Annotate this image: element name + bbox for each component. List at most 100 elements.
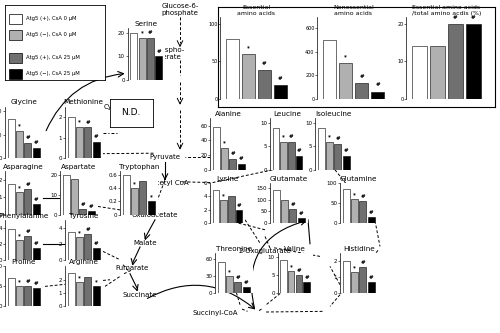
Text: *: * [282, 134, 285, 139]
Text: 2-Oxoglutarate: 2-Oxoglutarate [238, 248, 292, 254]
Bar [230, 159, 236, 170]
Bar [355, 83, 368, 99]
Text: *: * [290, 264, 292, 269]
Bar [80, 209, 86, 215]
Title: Glutamate: Glutamate [270, 176, 308, 182]
Text: *: * [222, 193, 225, 198]
Bar [351, 272, 358, 293]
Bar [71, 179, 78, 215]
Bar [322, 40, 336, 99]
Text: #: # [453, 15, 458, 20]
Bar [343, 189, 349, 223]
Text: *: * [247, 45, 250, 50]
Title: Arginine: Arginine [69, 259, 99, 265]
Bar [298, 218, 304, 223]
Text: *: * [78, 275, 81, 280]
Bar [68, 273, 74, 306]
Bar [339, 64, 352, 99]
Text: #: # [369, 275, 374, 280]
Bar [88, 211, 94, 215]
Text: #: # [80, 202, 85, 207]
Bar [123, 175, 130, 215]
Text: Malate: Malate [133, 240, 157, 246]
Text: *: * [150, 194, 152, 199]
Title: Glycine: Glycine [10, 100, 37, 106]
Bar [148, 201, 154, 215]
Text: #: # [344, 148, 348, 153]
Text: Pyruvate: Pyruvate [150, 154, 180, 160]
Text: #: # [230, 151, 235, 156]
Title: Alanine: Alanine [216, 111, 242, 117]
Title: Valine: Valine [284, 246, 306, 252]
Bar [318, 128, 324, 170]
Text: #: # [289, 134, 294, 139]
Text: *: * [223, 140, 226, 145]
Text: Oxaloacetate: Oxaloacetate [132, 212, 178, 218]
Text: #: # [297, 148, 302, 153]
Text: #: # [94, 134, 98, 139]
Bar [33, 148, 40, 158]
Text: #: # [359, 74, 364, 79]
Text: *: * [18, 124, 21, 129]
Title: Phenylalanine: Phenylalanine [0, 213, 49, 219]
Bar [281, 199, 288, 223]
Bar [412, 46, 427, 99]
Text: #: # [86, 227, 90, 232]
Text: #: # [89, 204, 94, 209]
Bar [9, 30, 22, 40]
Bar [33, 288, 40, 306]
Text: #: # [296, 268, 301, 273]
Text: N.D.: N.D. [122, 108, 141, 118]
Text: #: # [94, 241, 98, 246]
Bar [343, 156, 349, 170]
Text: *: * [228, 269, 231, 274]
Bar [288, 271, 294, 293]
Bar [280, 142, 287, 170]
Text: #: # [34, 241, 38, 246]
Bar [76, 282, 83, 306]
Text: #: # [360, 260, 365, 265]
Bar [24, 236, 32, 260]
Bar [226, 39, 239, 99]
Text: *: * [133, 181, 136, 186]
Bar [24, 286, 32, 306]
Title: Proline: Proline [12, 259, 36, 265]
Title: Leucine: Leucine [274, 111, 301, 117]
Text: *: * [78, 120, 81, 125]
Bar [147, 38, 154, 80]
Text: #: # [471, 15, 476, 20]
Text: #: # [304, 275, 309, 280]
Bar [296, 275, 302, 293]
Text: #: # [336, 137, 340, 142]
Bar [343, 261, 349, 293]
Text: #: # [299, 211, 304, 216]
Title: Aspartate: Aspartate [61, 165, 96, 170]
Bar [226, 276, 233, 293]
Bar [24, 143, 32, 158]
Bar [140, 181, 146, 215]
Bar [9, 53, 22, 63]
Bar [16, 286, 23, 306]
Text: *: * [18, 185, 21, 190]
Text: *: * [353, 265, 356, 270]
Text: 3-Phospho-
glycerate: 3-Phospho- glycerate [146, 47, 184, 60]
Bar [76, 237, 83, 260]
Title: Essential
amino acids: Essential amino acids [238, 5, 276, 16]
Bar [326, 142, 333, 170]
Text: Atg5 (−), CsA 25 μM: Atg5 (−), CsA 25 μM [26, 71, 80, 76]
Bar [212, 190, 219, 223]
Text: #: # [244, 280, 248, 285]
Bar [368, 217, 374, 223]
Bar [243, 287, 250, 293]
Bar [8, 183, 14, 215]
Bar [93, 248, 100, 260]
Text: #: # [86, 120, 90, 125]
Bar [16, 131, 23, 158]
Bar [220, 200, 227, 223]
Text: #: # [360, 194, 365, 199]
Bar [63, 175, 70, 215]
Bar [76, 127, 83, 158]
Bar [33, 204, 40, 215]
Title: Isoleucine: Isoleucine [316, 111, 352, 117]
Bar [466, 24, 480, 99]
